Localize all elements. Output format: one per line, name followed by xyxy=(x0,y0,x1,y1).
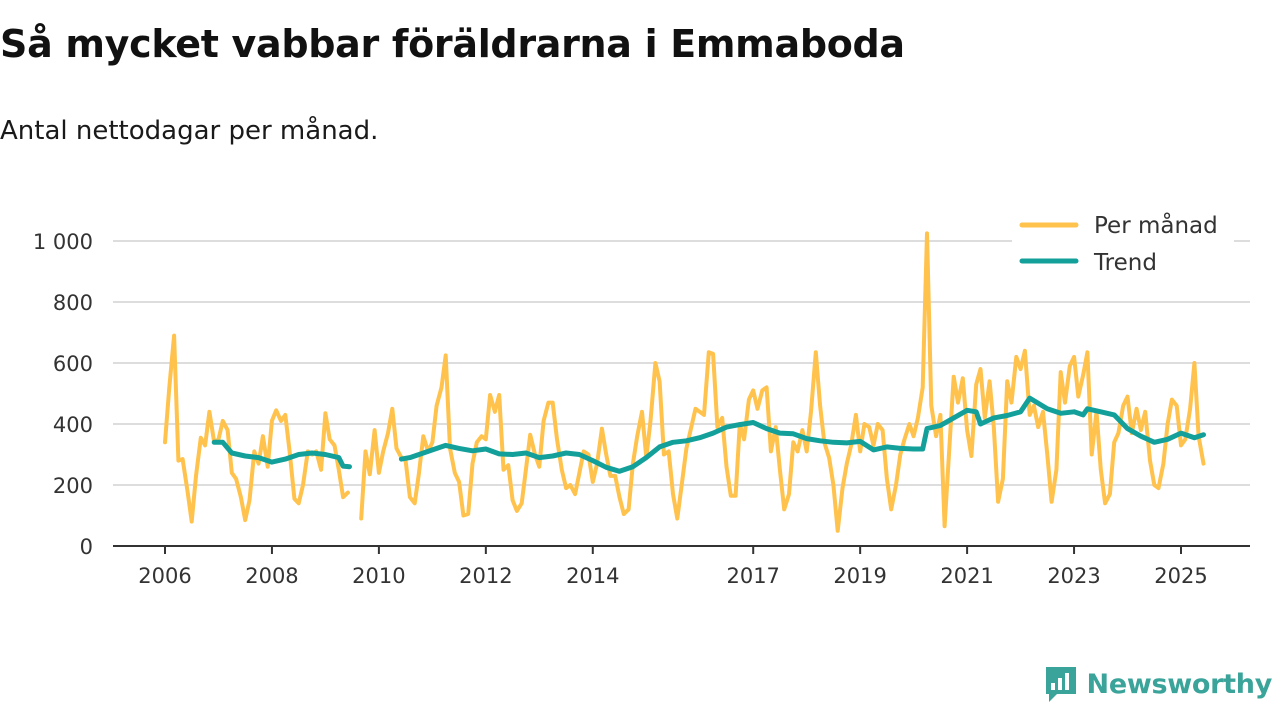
x-tick-label: 2025 xyxy=(1154,564,1207,588)
chart-series xyxy=(163,231,1206,533)
x-tick-label: 2017 xyxy=(726,564,779,588)
y-tick-label: 800 xyxy=(53,291,93,315)
y-tick-label: 600 xyxy=(53,352,93,376)
legend-label-trend: Trend xyxy=(1093,250,1157,276)
y-tick-label: 0 xyxy=(80,535,93,559)
y-tick-label: 1 000 xyxy=(33,230,93,254)
x-tick-label: 2021 xyxy=(940,564,993,588)
x-tick-label: 2012 xyxy=(459,564,512,588)
x-tick-label: 2010 xyxy=(352,564,405,588)
x-axis: 2006 2008 2010 2012 2014 2017 2019 2021 2023 2025 xyxy=(113,545,1250,588)
newsworthy-logo: Newsworthy xyxy=(1043,664,1272,704)
chart-title: Så mycket vabbar föräldrarna i Emmaboda xyxy=(0,22,905,66)
chart-subtitle: Antal nettodagar per månad. xyxy=(0,116,379,146)
x-tick-label: 2014 xyxy=(566,564,619,588)
x-tick-label: 2008 xyxy=(245,564,298,588)
y-tick-label: 200 xyxy=(53,474,93,498)
brand-name: Newsworthy xyxy=(1086,668,1273,700)
x-tick-label: 2006 xyxy=(138,564,191,588)
y-tick-label: 400 xyxy=(53,413,93,437)
x-tick-label: 2019 xyxy=(833,564,886,588)
legend-label-monthly: Per månad xyxy=(1094,211,1218,239)
chart-icon xyxy=(1045,667,1076,702)
series-line-trend xyxy=(211,395,1206,474)
legend-background xyxy=(1012,205,1234,285)
y-axis-tick-labels: 0 200 400 600 800 1 000 xyxy=(33,230,93,559)
legend: Per månad Trend xyxy=(1012,205,1234,285)
x-tick-label: 2023 xyxy=(1047,564,1100,588)
